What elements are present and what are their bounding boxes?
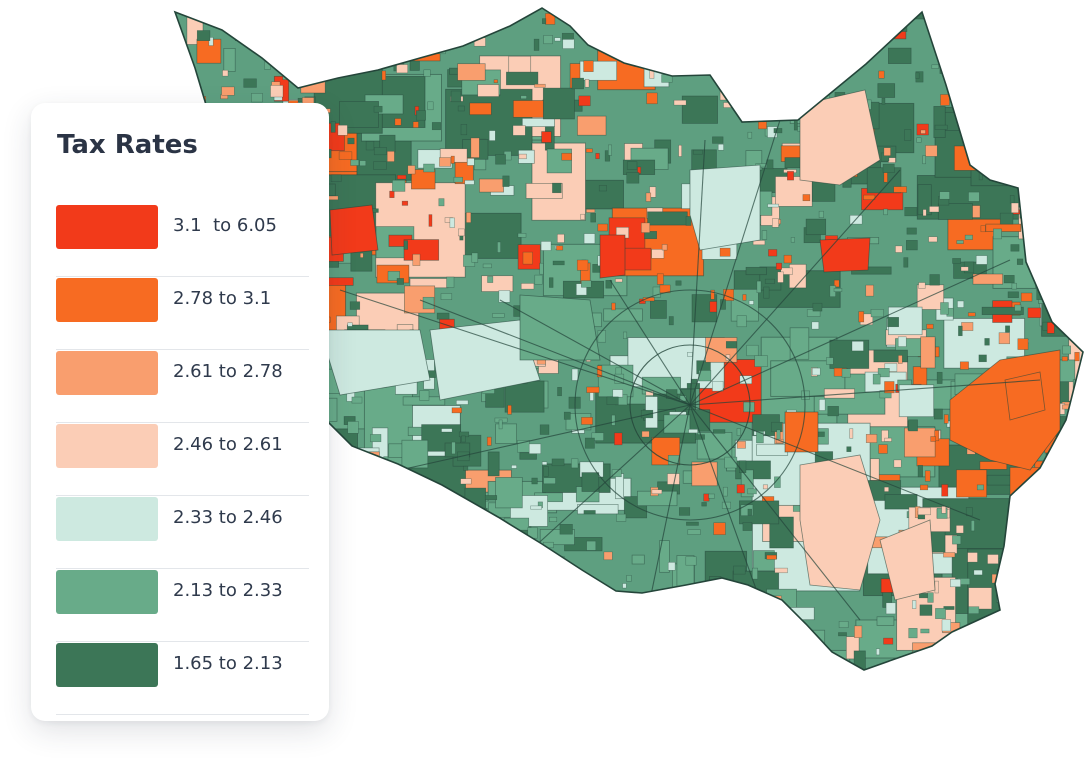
legend-label: 2.61 to 2.78 [173,361,283,382]
legend-card: Tax Rates 3.1 to 6.05 2.78 to 3.1 2.61 t… [31,103,329,721]
legend-swatch [56,643,158,687]
legend-swatch [56,351,158,395]
legend-item-2-78-to-3-1: 2.78 to 3.1 [56,277,309,350]
legend-items: 3.1 to 6.05 2.78 to 3.1 2.61 to 2.78 2.4… [56,204,309,715]
legend-item-2-33-to-2-46: 2.33 to 2.46 [56,496,309,569]
legend-label: 2.33 to 2.46 [173,507,283,528]
legend-item-2-46-to-2-61: 2.46 to 2.61 [56,423,309,496]
legend-swatch [56,278,158,322]
legend-swatch [56,205,158,249]
legend-swatch [56,570,158,614]
legend-label: 3.1 to 6.05 [173,215,277,236]
legend-item-2-61-to-2-78: 2.61 to 2.78 [56,350,309,423]
legend-item-1-65-to-2-13: 1.65 to 2.13 [56,642,309,715]
legend-label: 2.13 to 2.33 [173,580,283,601]
legend-label: 2.46 to 2.61 [173,434,283,455]
legend-swatch [56,497,158,541]
legend-label: 2.78 to 3.1 [173,288,272,309]
legend-item-2-13-to-2-33: 2.13 to 2.33 [56,569,309,642]
legend-label: 1.65 to 2.13 [173,653,283,674]
legend-item-3-1-to-6-05: 3.1 to 6.05 [56,204,309,277]
legend-title: Tax Rates [57,130,198,160]
legend-swatch [56,424,158,468]
